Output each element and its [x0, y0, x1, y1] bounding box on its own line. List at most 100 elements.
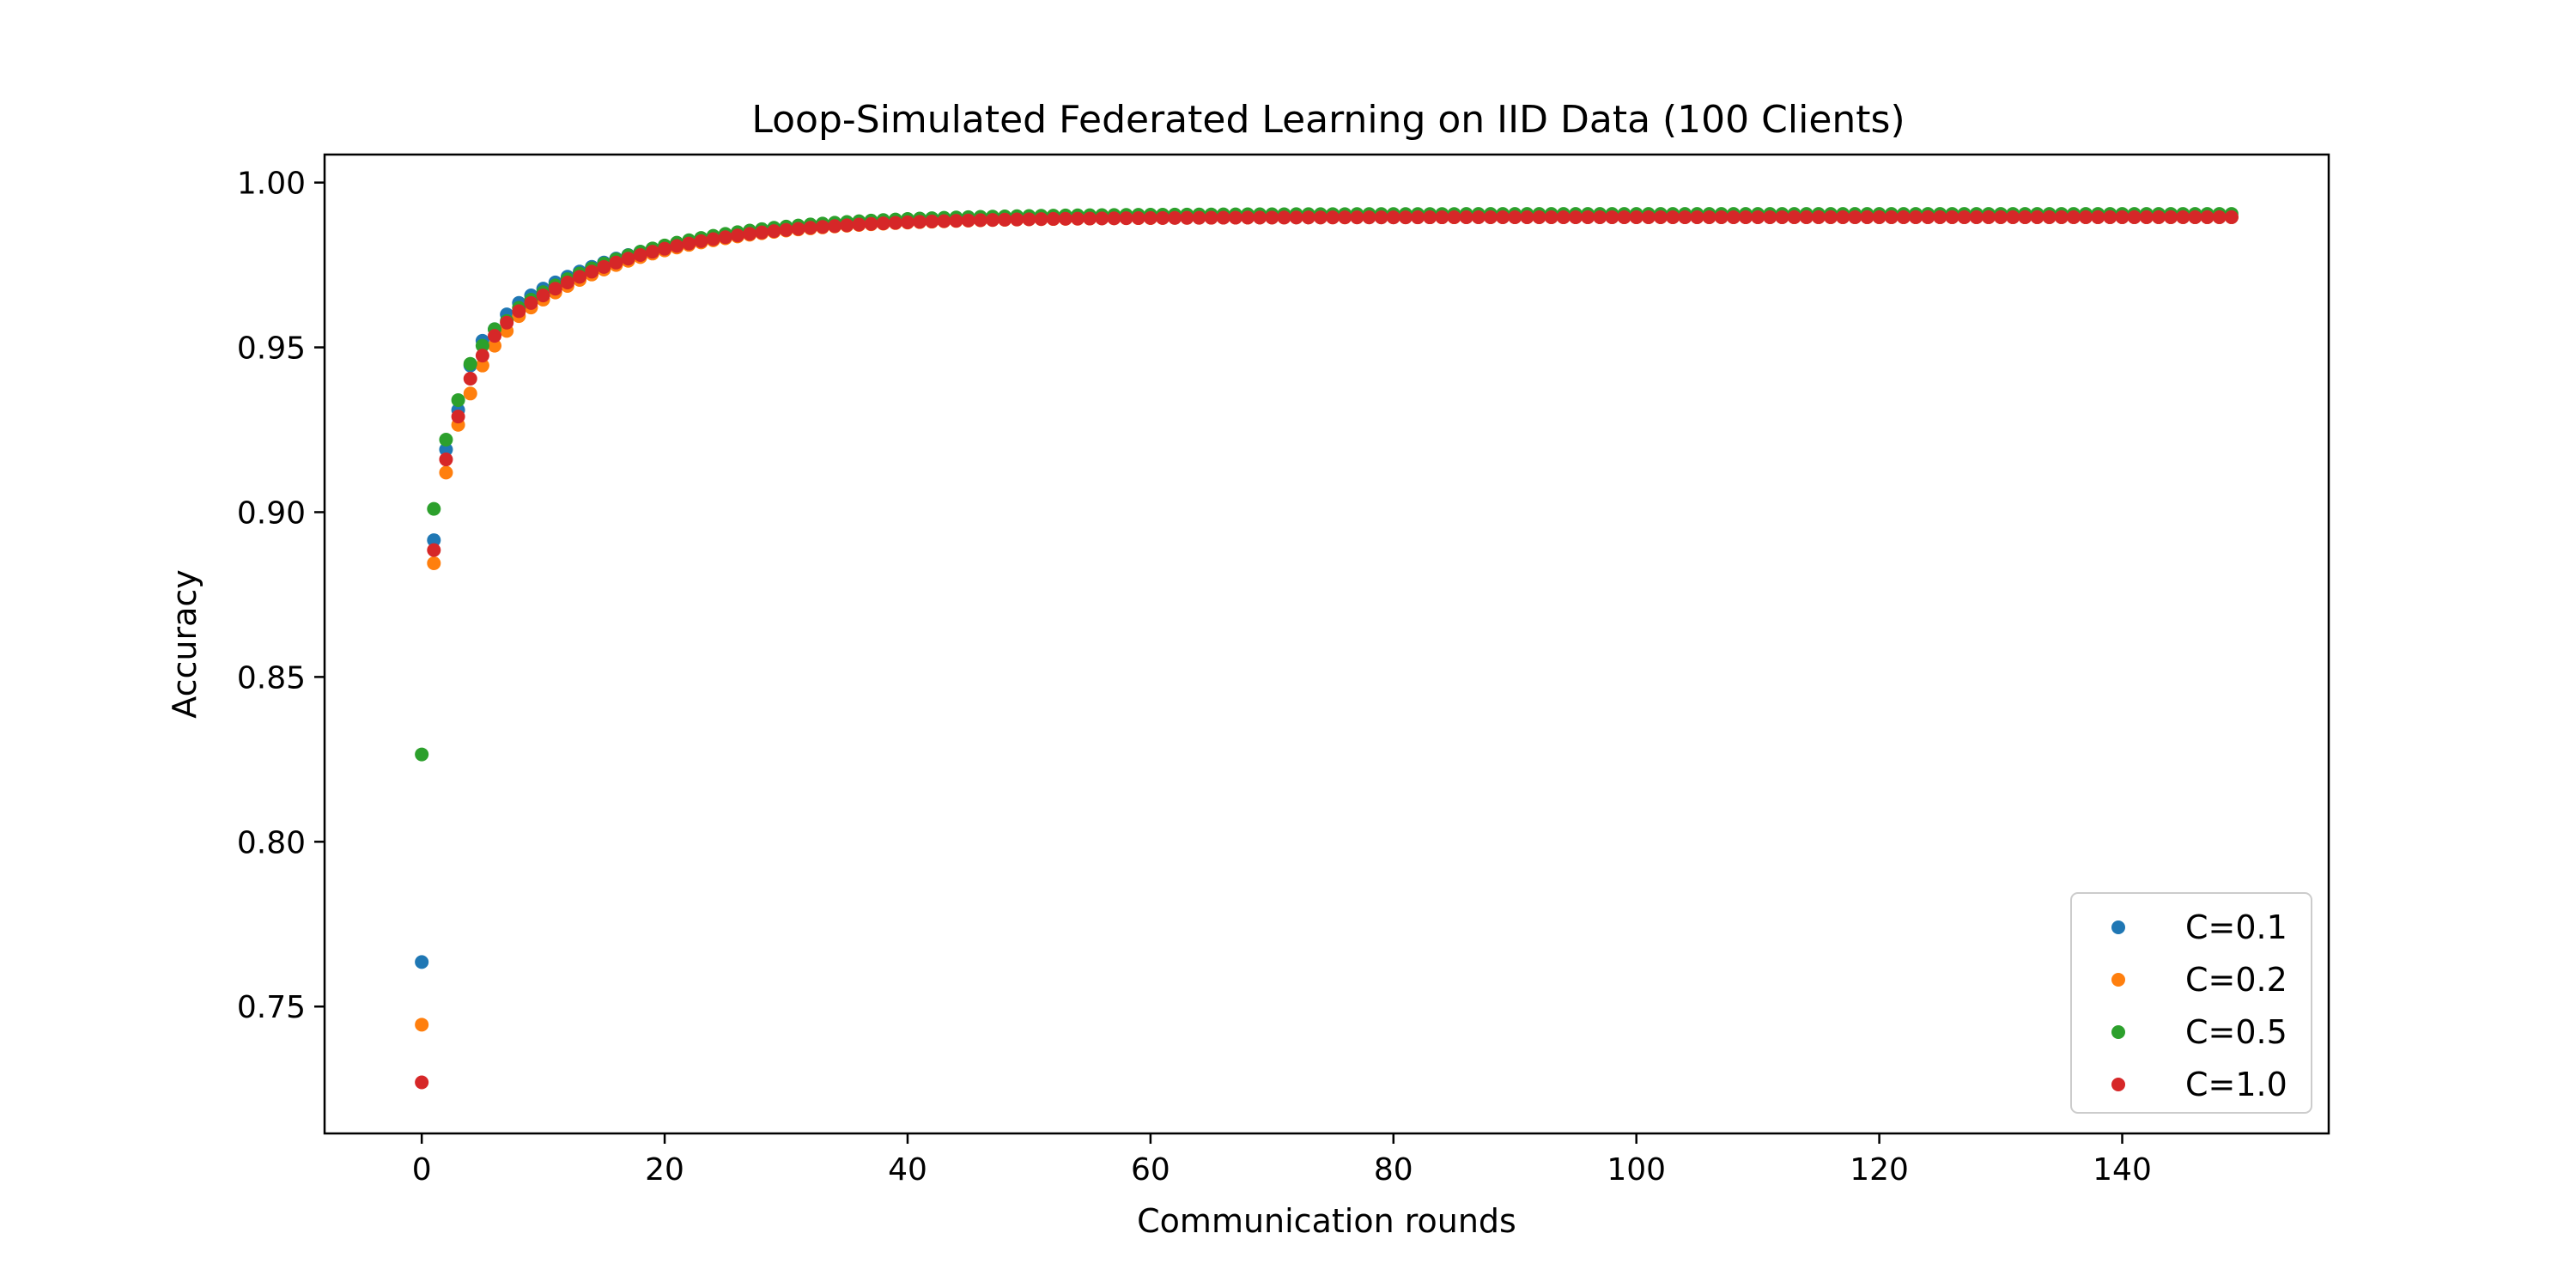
x-tick-label: 0 [412, 1152, 432, 1188]
data-point [694, 234, 708, 248]
data-point [1933, 210, 1947, 224]
data-point [1532, 210, 1546, 224]
data-point [755, 225, 769, 240]
data-point [925, 214, 939, 228]
data-point [1034, 212, 1048, 227]
data-point [1095, 211, 1109, 226]
y-tick-label: 0.75 [237, 990, 306, 1025]
legend-label: C=0.5 [2185, 1013, 2287, 1051]
data-point [2164, 210, 2178, 224]
y-axis-ticks: 0.75 0.80 0.85 0.90 0.95 1.00 [237, 167, 325, 1025]
x-tick-label: 60 [1131, 1152, 1170, 1188]
data-point [451, 392, 465, 407]
data-point [2079, 210, 2093, 224]
data-point [415, 747, 429, 762]
data-point [415, 955, 429, 969]
x-tick-label: 100 [1607, 1152, 1666, 1188]
x-tick-label: 120 [1850, 1152, 1909, 1188]
data-point [1301, 210, 1315, 225]
data-point [427, 543, 441, 557]
series-C=1.0 [415, 210, 2239, 1090]
legend-entries: C=0.1 C=0.2 C=0.5 C=1.0 [2111, 908, 2287, 1103]
data-point [913, 215, 927, 229]
data-point [451, 410, 465, 424]
data-point [718, 230, 732, 245]
data-point [1022, 212, 1036, 227]
data-point [2066, 210, 2081, 224]
data-point [439, 433, 453, 447]
data-point [1641, 210, 1656, 224]
data-point [1544, 210, 1558, 224]
scatter-points [415, 207, 2239, 1090]
data-point [779, 222, 793, 237]
data-point [609, 255, 623, 270]
data-point [828, 219, 842, 234]
data-point [2176, 210, 2190, 224]
data-point [2030, 210, 2044, 224]
data-point [1071, 211, 1085, 226]
data-point [1787, 210, 1801, 224]
data-point [1957, 210, 1971, 224]
data-point [1131, 210, 1145, 225]
data-point [427, 533, 441, 548]
data-point [1265, 210, 1279, 225]
data-point [706, 232, 720, 246]
data-point [1921, 210, 1935, 224]
data-point [1593, 210, 1607, 224]
legend-label: C=1.0 [2185, 1066, 2287, 1103]
data-point [1654, 210, 1668, 224]
data-point [1702, 210, 1716, 224]
data-point [1690, 210, 1704, 224]
data-point [2091, 210, 2105, 224]
legend-label: C=0.2 [2185, 961, 2287, 999]
data-point [815, 220, 829, 234]
data-point [973, 213, 987, 228]
data-point [658, 241, 672, 256]
y-tick-label: 0.85 [237, 660, 306, 696]
data-point [1994, 210, 2008, 224]
data-point [1605, 210, 1619, 224]
data-point [439, 453, 453, 467]
data-point [463, 372, 477, 386]
data-point [670, 239, 684, 253]
legend-frame [2070, 892, 2312, 1114]
data-point [2042, 210, 2057, 224]
data-point [852, 217, 866, 232]
data-point [1945, 210, 1959, 224]
legend-marker [2111, 1078, 2125, 1091]
data-point [1508, 210, 1522, 224]
data-point [475, 358, 489, 373]
data-point [1775, 210, 1789, 224]
data-point [1447, 210, 1461, 225]
data-point [597, 259, 611, 274]
data-point [1046, 211, 1060, 226]
data-point [1326, 210, 1340, 225]
data-point [743, 227, 757, 241]
data-point [1811, 210, 1826, 224]
y-tick-label: 0.95 [237, 331, 306, 367]
data-point [560, 275, 574, 289]
data-point [1483, 210, 1498, 225]
data-point [621, 252, 635, 266]
data-point [463, 386, 477, 401]
data-point [2127, 210, 2142, 224]
data-point [2103, 210, 2117, 224]
data-point [1678, 210, 1692, 224]
chart-title: Loop-Simulated Federated Learning on IID… [751, 98, 1905, 142]
data-point [1726, 210, 1741, 224]
data-point [1398, 210, 1413, 225]
data-point [1216, 210, 1230, 225]
data-point [961, 213, 975, 228]
data-point [1338, 210, 1352, 225]
legend-marker [2111, 973, 2125, 987]
data-point [1253, 210, 1267, 225]
data-point [998, 212, 1012, 227]
data-point [1617, 210, 1631, 224]
data-point [1860, 210, 1874, 224]
data-point [1168, 210, 1182, 225]
data-point [1909, 210, 1923, 224]
data-point [536, 289, 550, 303]
data-point [573, 270, 587, 284]
data-point [1981, 210, 1996, 224]
